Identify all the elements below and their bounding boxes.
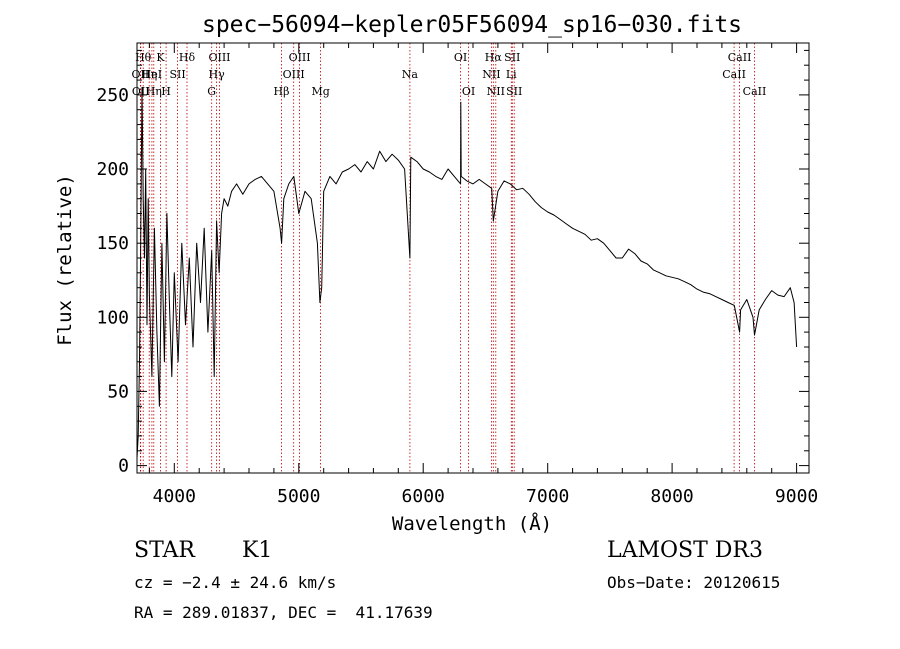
ra-dec: RA = 289.01837, DEC = 41.17639 [134, 603, 433, 622]
line-label-8: SII [169, 68, 185, 81]
line-label-10: G [207, 85, 216, 98]
line-label-13: Hβ [274, 85, 290, 98]
line-label-28: CaII [743, 85, 767, 98]
line-label-26: CaII [722, 68, 746, 81]
x-axis: 4000 5000 6000 7000 8000 9000 [148, 43, 818, 507]
x-tick-label-5000: 5000 [277, 486, 320, 507]
y-axis-label: Flux (relative) [54, 174, 76, 346]
redshift-cz: cz = −2.4 ± 24.6 km/s [134, 573, 337, 592]
line-label-9: Hδ [179, 51, 196, 64]
y-tick-label-250: 250 [96, 85, 129, 106]
line-label-25: SII [506, 85, 522, 98]
line-label-22: NII [487, 85, 505, 98]
line-label-21: Hα [485, 51, 503, 64]
spectral-line-labels: OIIHθOIIHηHeIHηKHSIIHδGHγOIIIHβOIIIOIIIM… [132, 51, 767, 98]
line-label-14: OIII [283, 68, 305, 81]
x-tick-label-7000: 7000 [526, 486, 569, 507]
survey-name: LAMOST DR3 [607, 538, 763, 563]
series-spectrum [136, 87, 798, 459]
y-tick-label-200: 200 [96, 159, 129, 180]
x-tick-label-6000: 6000 [402, 486, 445, 507]
plot-frame [136, 42, 810, 474]
y-tick-label-150: 150 [96, 233, 129, 254]
chart-title: spec−56094−kepler05F56094_sp16−030.fits [202, 12, 742, 38]
line-label-0: OII [132, 68, 150, 81]
line-label-1: Hθ [135, 51, 152, 64]
line-label-20: NII [482, 68, 500, 81]
line-label-15: OIII [289, 51, 311, 64]
x-axis-label: Wavelength (Å) [392, 512, 552, 535]
line-label-3: Hη [141, 68, 157, 81]
x-tick-label-9000: 9000 [775, 486, 818, 507]
line-label-19: OI [462, 85, 475, 98]
observation-date: Obs−Date: 20120615 [607, 573, 781, 592]
line-label-16: Mg [311, 85, 329, 98]
line-label-17: Na [402, 68, 419, 81]
y-tick-label-50: 50 [107, 381, 129, 402]
line-label-6: K [156, 51, 165, 64]
spectrum-series [136, 87, 798, 459]
x-tick-label-4000: 4000 [153, 486, 196, 507]
y-tick-label-100: 100 [96, 307, 129, 328]
object-type: STAR [134, 538, 195, 563]
line-label-12: OIII [208, 51, 230, 64]
line-label-18: OI [454, 51, 467, 64]
line-label-27: CaII [728, 51, 752, 64]
line-label-4: HeI [142, 68, 162, 81]
line-label-5: Hη [146, 85, 162, 98]
y-axis: 0 50 100 150 200 250 [96, 49, 809, 477]
line-label-11: Hγ [209, 68, 226, 81]
line-label-23: Li [506, 68, 517, 81]
x-tick-label-8000: 8000 [650, 486, 693, 507]
spectral-line-markers [139, 43, 755, 473]
line-label-7: H [161, 85, 171, 98]
line-label-24: SII [504, 51, 520, 64]
object-subclass: K1 [242, 538, 273, 563]
y-tick-label-0: 0 [118, 456, 129, 477]
